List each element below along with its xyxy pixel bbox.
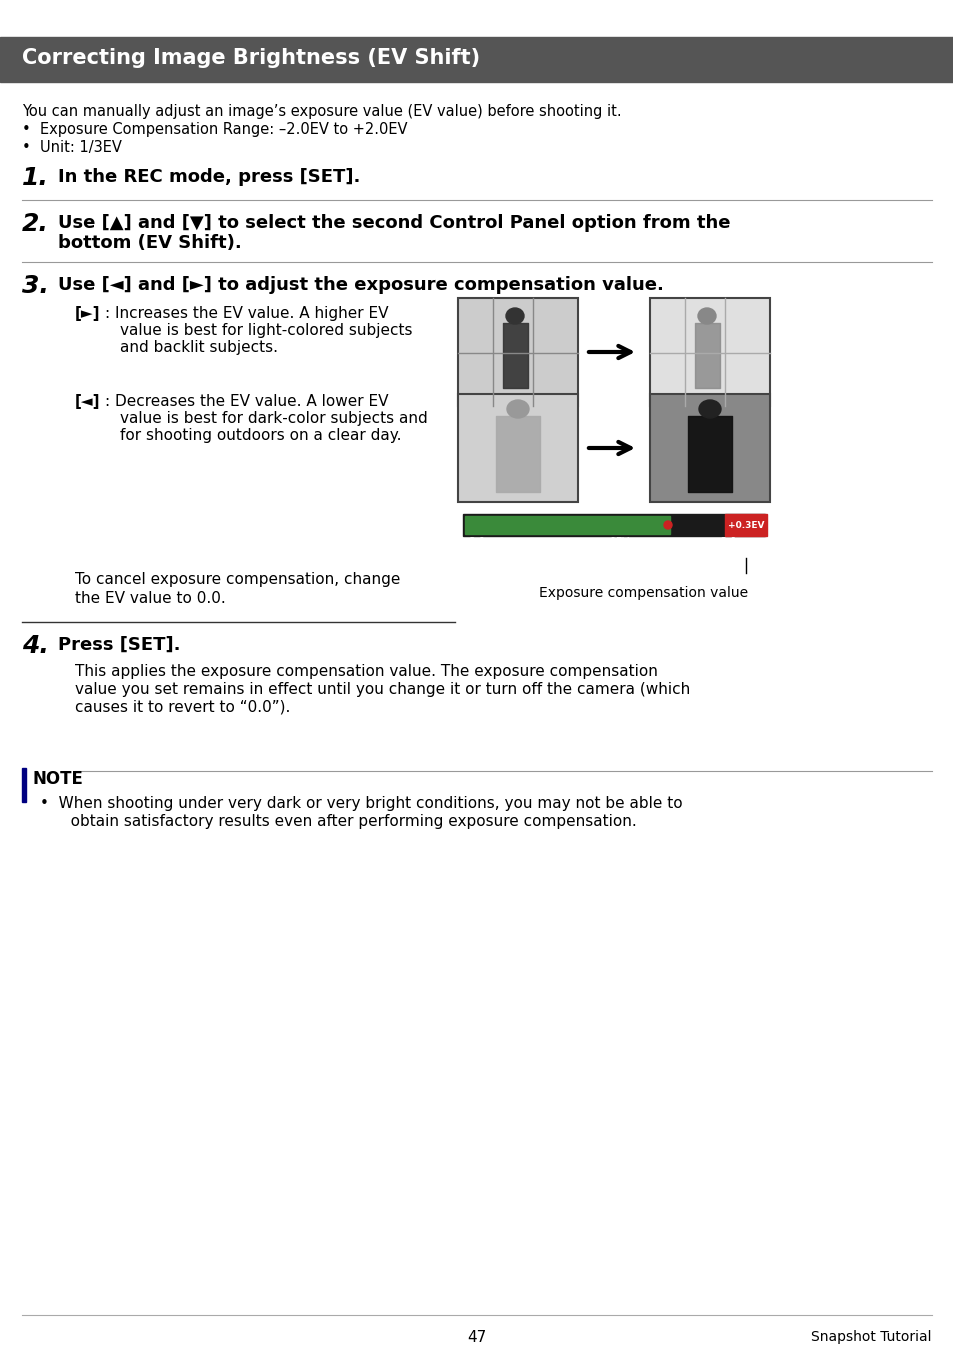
Text: To cancel exposure compensation, change: To cancel exposure compensation, change: [75, 573, 400, 588]
Text: [►]: [►]: [75, 305, 100, 322]
Text: value you set remains in effect until you change it or turn off the camera (whic: value you set remains in effect until yo…: [75, 683, 690, 697]
Text: Correcting Image Brightness (EV Shift): Correcting Image Brightness (EV Shift): [22, 47, 479, 68]
Text: bottom (EV Shift).: bottom (EV Shift).: [58, 233, 241, 252]
Text: [◄]: [◄]: [75, 394, 100, 408]
Text: value is best for light-colored subjects: value is best for light-colored subjects: [120, 323, 412, 338]
Text: You can manually adjust an image’s exposure value (EV value) before shooting it.: You can manually adjust an image’s expos…: [22, 104, 621, 119]
Text: the EV value to 0.0.: the EV value to 0.0.: [75, 592, 226, 607]
Text: •  Exposure Compensation Range: –2.0EV to +2.0EV: • Exposure Compensation Range: –2.0EV to…: [22, 122, 407, 137]
Text: +2.0: +2.0: [712, 537, 736, 547]
Text: +0.3EV: +0.3EV: [727, 521, 763, 529]
Bar: [457, 394, 578, 502]
Text: •  Unit: 1/3EV: • Unit: 1/3EV: [22, 140, 122, 155]
Text: Exposure compensation value: Exposure compensation value: [538, 586, 748, 600]
Text: for shooting outdoors on a clear day.: for shooting outdoors on a clear day.: [120, 427, 401, 442]
Text: 47: 47: [467, 1330, 486, 1345]
Bar: [462, 514, 764, 536]
Text: 2.: 2.: [22, 212, 49, 236]
Text: value is best for dark-color subjects and: value is best for dark-color subjects an…: [120, 411, 427, 426]
Text: NOTE: NOTE: [32, 769, 83, 788]
Text: and backlit subjects.: and backlit subjects.: [120, 341, 277, 356]
Text: •  When shooting under very dark or very bright conditions, you may not be able : • When shooting under very dark or very …: [40, 797, 682, 811]
Text: Use [▲] and [▼] to select the second Control Panel option from the: Use [▲] and [▼] to select the second Con…: [58, 214, 730, 232]
Text: causes it to revert to “0.0”).: causes it to revert to “0.0”).: [75, 700, 290, 715]
Ellipse shape: [698, 308, 716, 324]
Text: : Decreases the EV value. A lower EV: : Decreases the EV value. A lower EV: [105, 394, 388, 408]
Text: : Increases the EV value. A higher EV: : Increases the EV value. A higher EV: [105, 305, 388, 322]
Text: Press [SET].: Press [SET].: [58, 636, 180, 654]
Ellipse shape: [699, 400, 720, 418]
Ellipse shape: [505, 308, 523, 324]
Bar: [724, 514, 766, 536]
Bar: [464, 516, 669, 535]
Text: 1.: 1.: [22, 166, 49, 190]
Bar: [649, 299, 769, 406]
Text: obtain satisfactory results even after performing exposure compensation.: obtain satisfactory results even after p…: [56, 814, 636, 829]
Bar: [649, 394, 769, 502]
Text: In the REC mode, press [SET].: In the REC mode, press [SET].: [58, 168, 360, 186]
Bar: [0, 37, 953, 81]
Text: ±0EV: ±0EV: [601, 537, 628, 547]
Bar: [457, 299, 578, 406]
Text: 3.: 3.: [22, 274, 49, 299]
Text: Use [◄] and [►] to adjust the exposure compensation value.: Use [◄] and [►] to adjust the exposure c…: [58, 275, 663, 294]
Text: -2.0: -2.0: [467, 537, 485, 547]
Text: This applies the exposure compensation value. The exposure compensation: This applies the exposure compensation v…: [75, 664, 658, 678]
Text: 4.: 4.: [22, 634, 49, 658]
Text: Snapshot Tutorial: Snapshot Tutorial: [811, 1330, 931, 1343]
Ellipse shape: [663, 521, 671, 529]
Ellipse shape: [506, 400, 529, 418]
Bar: [22, 768, 26, 802]
